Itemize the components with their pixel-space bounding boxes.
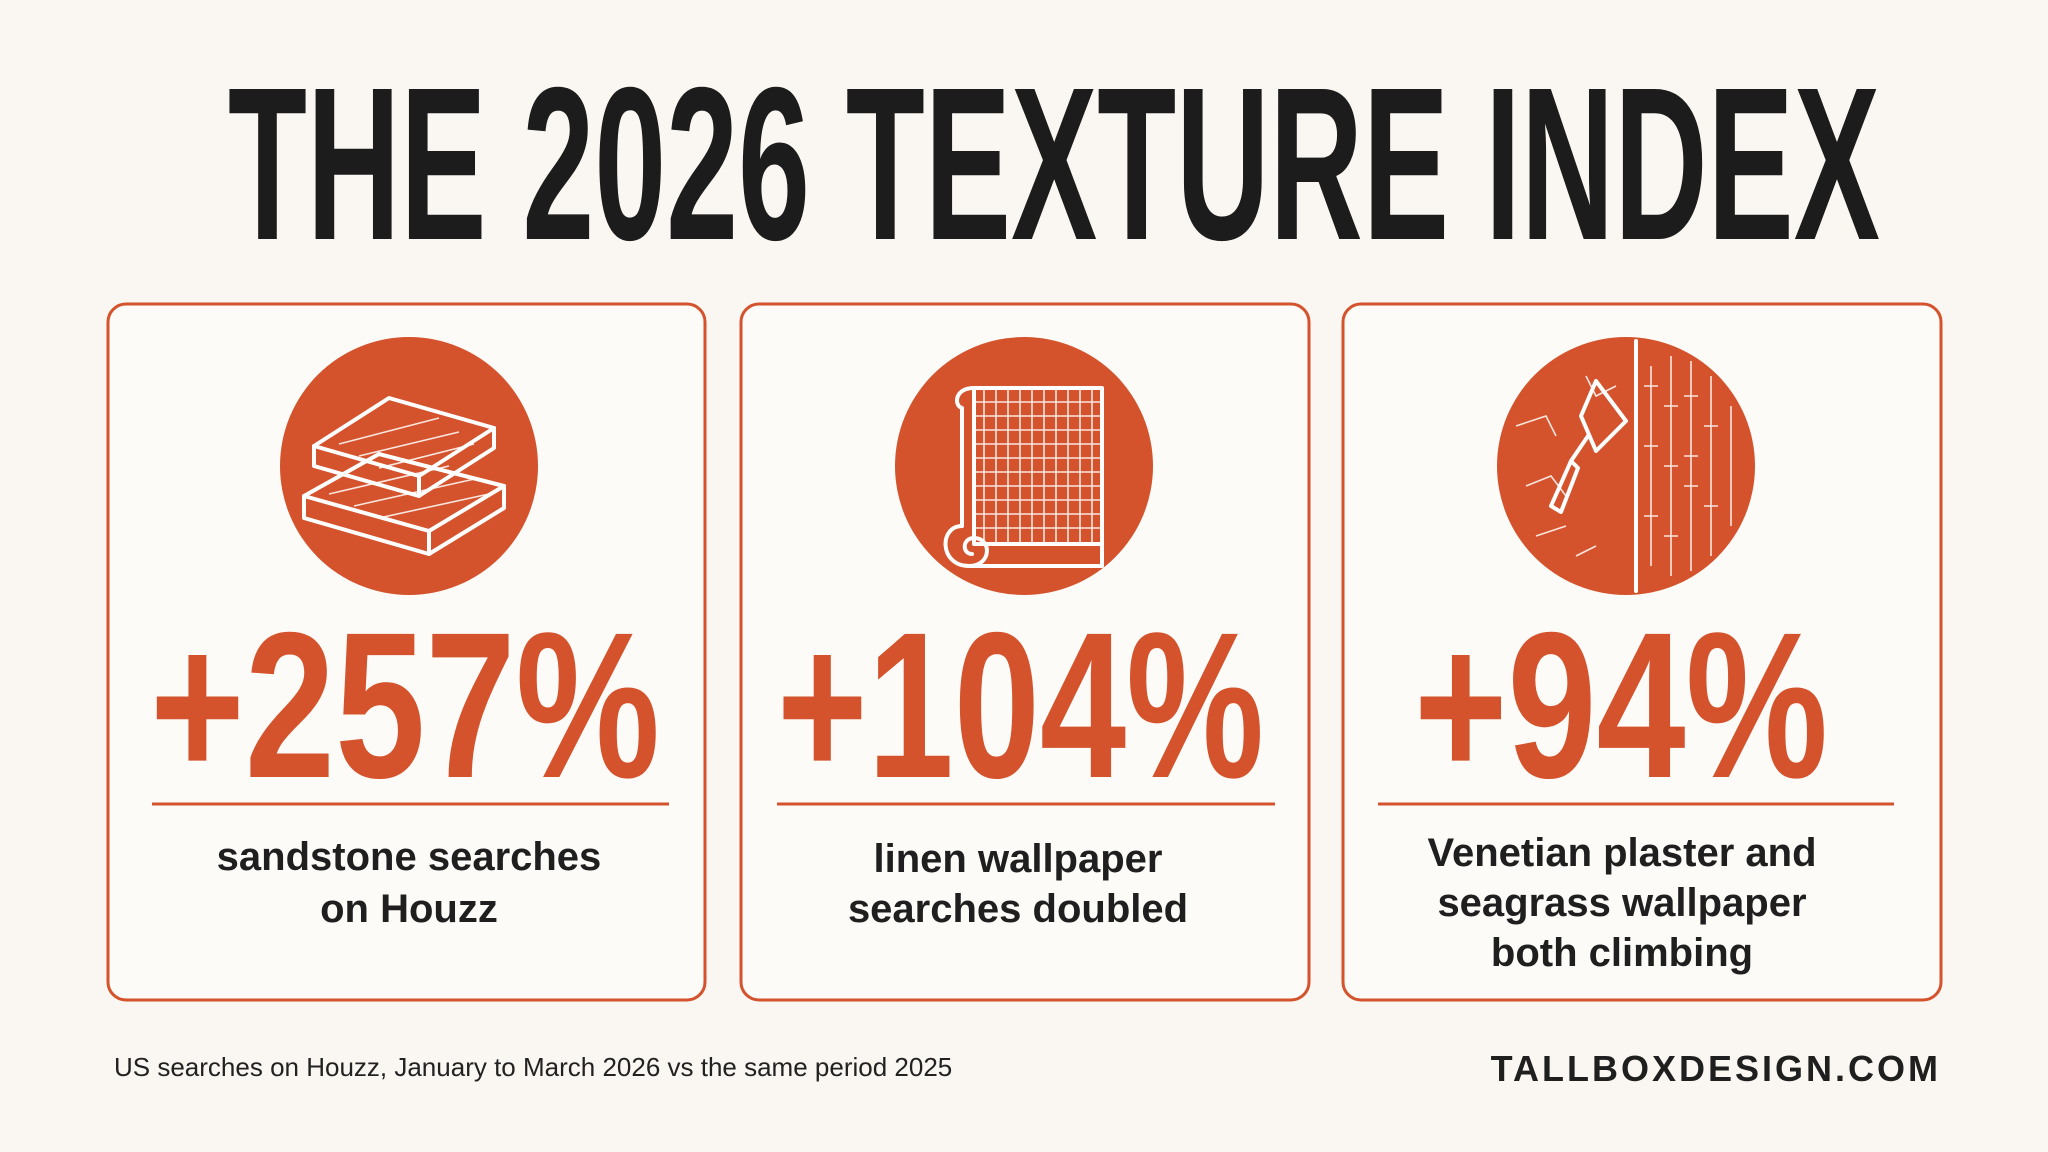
card-frame xyxy=(739,302,1311,1002)
stat-value: +257% xyxy=(150,590,660,822)
cards: +257% sandstone searches on Houzz +104% line… xyxy=(106,302,1943,1002)
wallpaper-icon xyxy=(895,337,1153,595)
card-frame xyxy=(106,302,707,1002)
footnote: US searches on Houzz, January to March 2… xyxy=(114,1052,952,1082)
plaster-icon xyxy=(1497,337,1755,595)
card-frame xyxy=(1341,302,1943,1002)
description-line: linen wallpaper xyxy=(874,837,1163,881)
sandstone-icon xyxy=(280,337,538,595)
description-line: on Houzz xyxy=(320,887,498,931)
title: THE 2026 TEXTURE INDEX xyxy=(228,43,1880,286)
description-line: searches doubled xyxy=(848,887,1188,931)
description-line: seagrass wallpaper xyxy=(1437,881,1806,925)
stat-value: +104% xyxy=(777,590,1264,822)
description-line: Venetian plaster and xyxy=(1427,831,1816,875)
description-line: sandstone searches xyxy=(217,835,602,879)
brand: TALLBOXDESIGN.COM xyxy=(1491,1048,1941,1089)
description-line: both climbing xyxy=(1491,931,1753,975)
stat-value: +94% xyxy=(1414,590,1828,822)
